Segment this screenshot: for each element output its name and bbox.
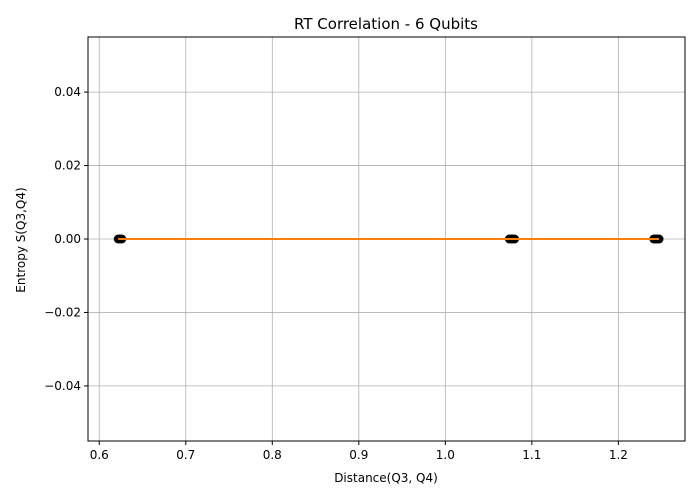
x-tick-label: 0.6 <box>90 448 109 462</box>
x-tick-label: 0.8 <box>263 448 282 462</box>
y-tick-label: 0.04 <box>54 85 81 99</box>
y-axis-label: Entropy S(Q3,Q4) <box>14 187 28 292</box>
x-axis-label: Distance(Q3, Q4) <box>334 471 438 485</box>
y-tick-label: 0.00 <box>54 232 81 246</box>
y-tick-label: −0.02 <box>44 305 81 319</box>
y-tick-label: 0.02 <box>54 159 81 173</box>
y-tick-label: −0.04 <box>44 379 81 393</box>
y-axis-ticks: −0.04 −0.02 0.00 0.02 0.04 <box>44 85 88 393</box>
x-tick-label: 1.2 <box>609 448 628 462</box>
x-tick-label: 1.0 <box>436 448 455 462</box>
plot-series <box>113 234 664 244</box>
chart-title: RT Correlation - 6 Qubits <box>294 15 478 33</box>
x-tick-label: 0.7 <box>176 448 195 462</box>
x-tick-label: 1.1 <box>522 448 541 462</box>
x-axis-ticks: 0.6 0.7 0.8 0.9 1.0 1.1 1.2 <box>90 441 628 462</box>
x-tick-label: 0.9 <box>349 448 368 462</box>
